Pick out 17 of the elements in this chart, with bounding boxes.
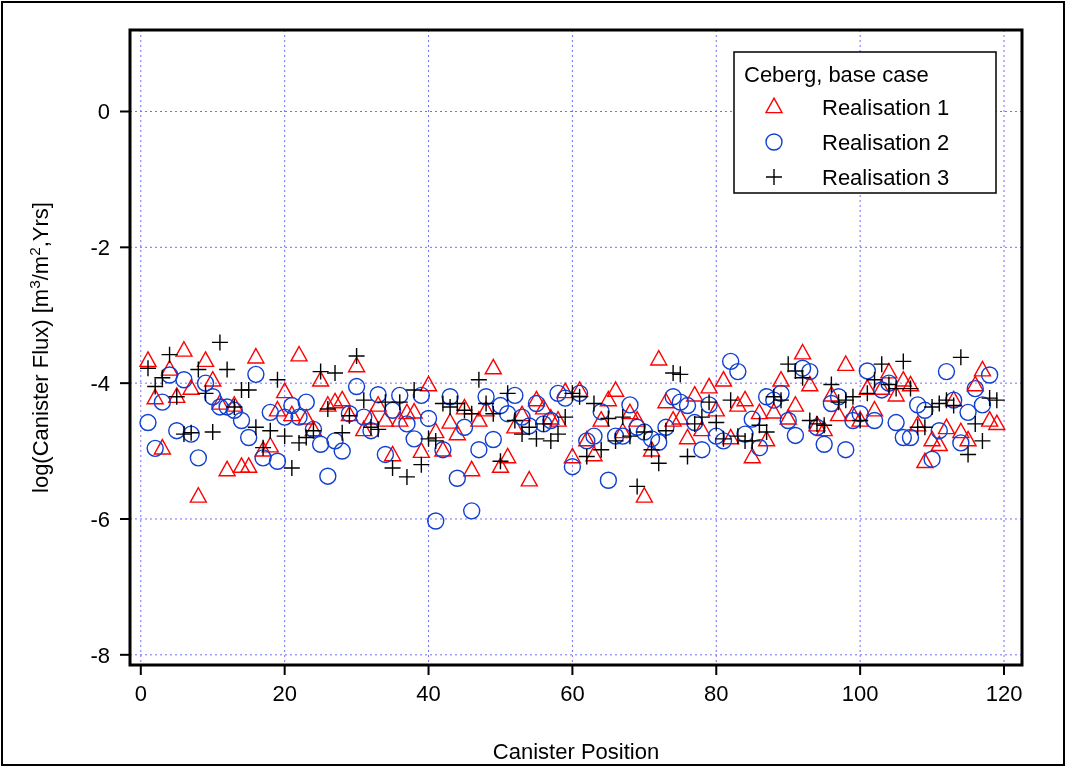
y-tick-label: -8 xyxy=(90,642,110,668)
x-tick-label: 0 xyxy=(134,681,147,706)
legend-label: Realisation 1 xyxy=(822,95,950,120)
legend-label: Realisation 3 xyxy=(822,165,950,190)
x-tick-label: 100 xyxy=(841,681,879,706)
y-tick-label: -6 xyxy=(90,506,110,532)
y-tick-label: 0 xyxy=(97,99,110,125)
x-axis-title: Canister Position xyxy=(492,739,660,764)
y-tick-label: -4 xyxy=(90,371,110,397)
legend-label: Realisation 2 xyxy=(822,130,950,155)
x-tick-label: 20 xyxy=(272,681,297,706)
x-tick-label: 40 xyxy=(416,681,441,706)
x-tick-label: 120 xyxy=(985,681,1023,706)
legend-title: Ceberg, base case xyxy=(744,62,929,87)
y-tick-label: -2 xyxy=(90,235,110,261)
x-tick-label: 60 xyxy=(560,681,585,706)
x-tick-label: 80 xyxy=(704,681,729,706)
